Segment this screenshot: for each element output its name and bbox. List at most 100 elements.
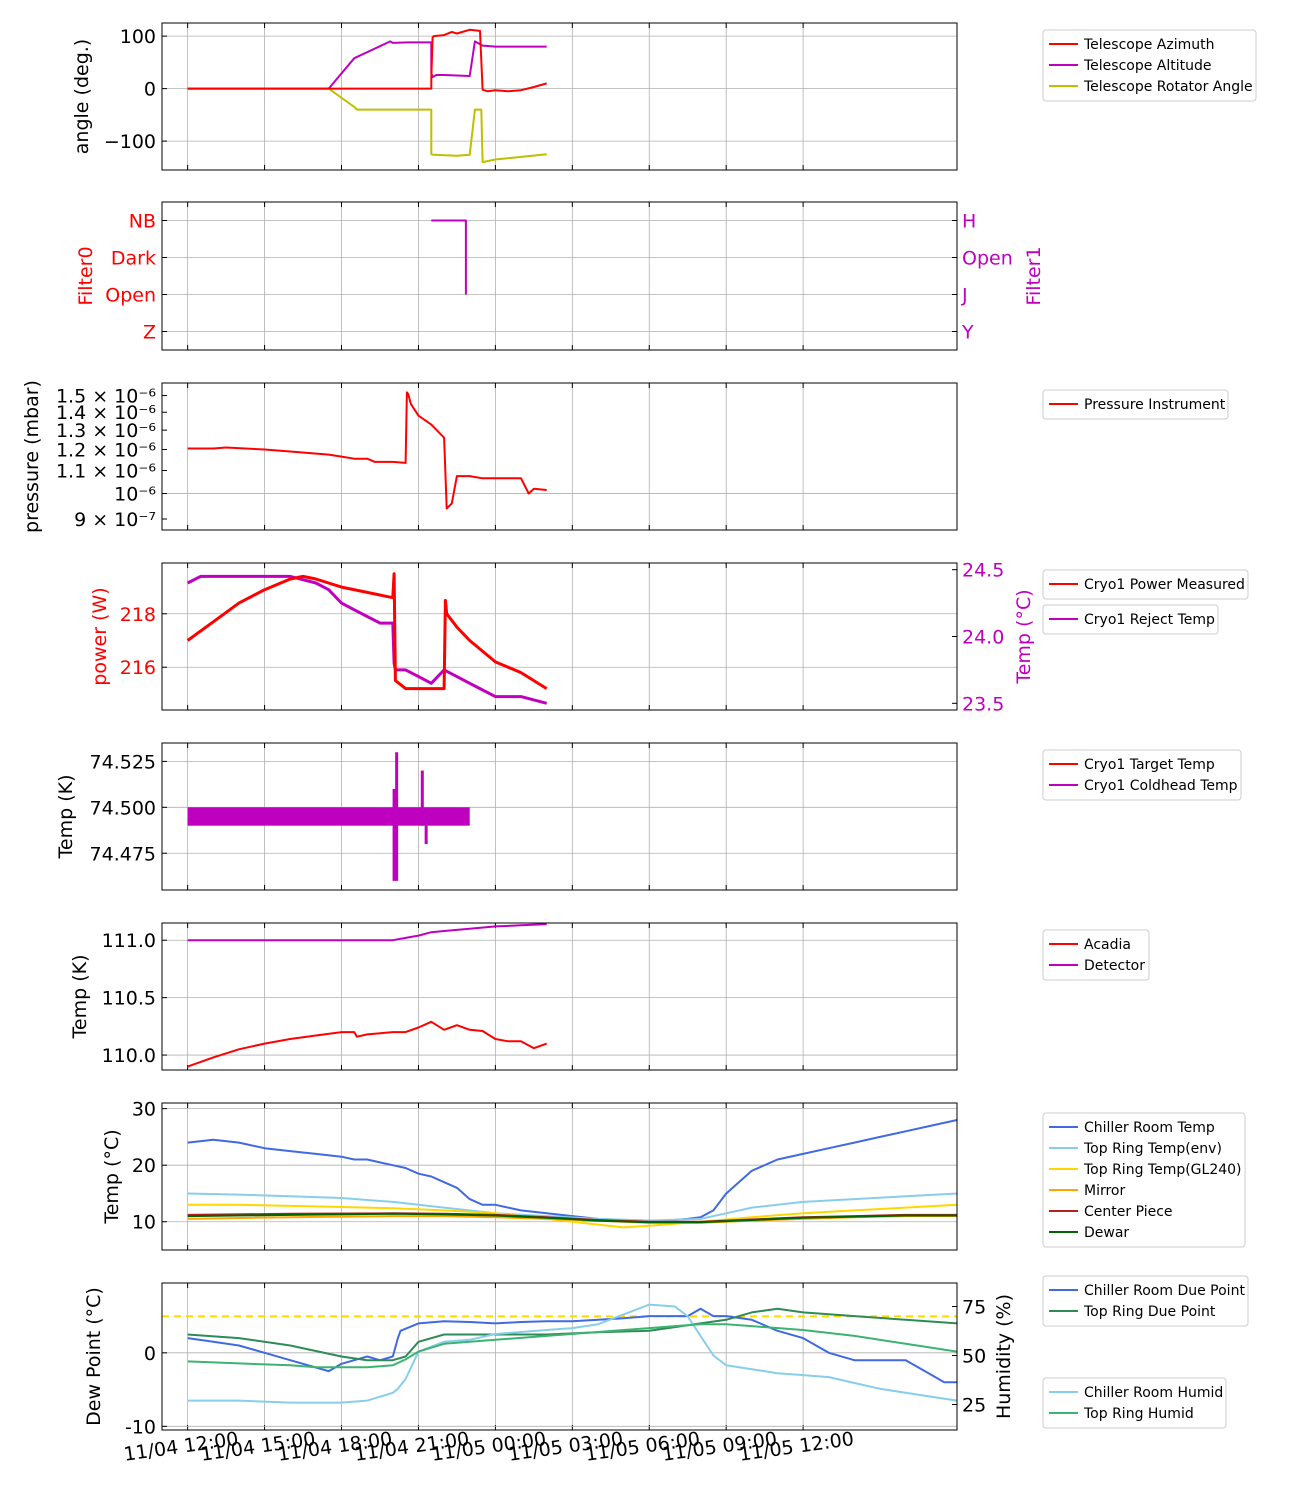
y-axis-label: Dew Point (°C) xyxy=(83,1287,105,1426)
y-tick-label: 1.4 × 10⁻⁶ xyxy=(56,402,156,424)
legend-label: Acadia xyxy=(1084,937,1131,953)
legend-label: Pressure Instrument xyxy=(1084,397,1226,413)
legend-label: Mirror xyxy=(1084,1183,1125,1199)
legend-label: Telescope Altitude xyxy=(1083,58,1212,74)
y-tick-label-right: 50 xyxy=(962,1346,986,1368)
pressure-line xyxy=(187,391,547,510)
legend-label: Top Ring Due Point xyxy=(1083,1304,1216,1320)
temp-line xyxy=(187,1192,958,1222)
temp-line xyxy=(187,1212,957,1224)
series-line xyxy=(187,1323,958,1369)
y-tick-label: 218 xyxy=(120,604,156,626)
plot-frame xyxy=(161,382,958,531)
plot-frame xyxy=(161,1282,958,1431)
y-tick-label-right: 23.5 xyxy=(962,693,1004,715)
y-tick-label: 10 xyxy=(132,1212,156,1234)
legend-box xyxy=(1042,569,1249,600)
y-tick-label: 0 xyxy=(144,79,156,101)
reject-temp-line xyxy=(186,574,548,705)
y-axis-label: pressure (mbar) xyxy=(21,380,43,533)
y-tick-label: 1.5 × 10⁻⁶ xyxy=(56,386,156,408)
legend-label: Telescope Rotator Angle xyxy=(1083,79,1253,95)
legend-label: Telescope Azimuth xyxy=(1083,37,1214,53)
panel-acadia-detector: 111.0 110.5 110.0 Temp (K) Acadia Detector xyxy=(69,922,1150,1071)
coldhead-band xyxy=(187,807,470,826)
y-tick-label: Dark xyxy=(111,248,156,270)
legend-box xyxy=(1042,29,1257,102)
legend-box xyxy=(1042,389,1229,420)
y-tick-label-right: 25 xyxy=(962,1395,986,1417)
y-axis-label-right: Humidity (%) xyxy=(993,1294,1015,1419)
plot-frame xyxy=(161,1102,958,1251)
legend-label: Cryo1 Coldhead Temp xyxy=(1084,778,1238,794)
series-line xyxy=(187,28,547,93)
legend-label: Detector xyxy=(1084,958,1145,974)
plot-frame xyxy=(161,22,958,171)
y-axis-label-right: Temp (°C) xyxy=(1013,589,1035,684)
legend-label: Dewar xyxy=(1084,1225,1129,1241)
y-tick-label: 74.475 xyxy=(90,843,156,865)
legend-box xyxy=(1042,749,1242,801)
y-tick-label-right: H xyxy=(962,211,976,233)
y-tick-label: 110.0 xyxy=(102,1045,156,1067)
legend-label: Center Piece xyxy=(1084,1204,1173,1220)
y-tick-label: 110.5 xyxy=(102,988,156,1010)
y-tick-label-right: Open xyxy=(962,248,1013,270)
panel-cryo-power: 218 216 24.5 24.0 23.5 power (W) Temp (°C) Cryo… xyxy=(89,560,1249,715)
legend-label: Chiller Room Due Point xyxy=(1084,1283,1245,1299)
series-line xyxy=(187,1303,958,1404)
plot-frame xyxy=(161,922,958,1071)
y-axis-label: angle (deg.) xyxy=(71,39,93,154)
y-tick-label-right: 24.0 xyxy=(962,627,1004,649)
power-line xyxy=(186,572,548,691)
y-tick-label: 10⁻⁶ xyxy=(114,484,156,506)
y-tick-label-right: Y xyxy=(961,322,974,344)
y-tick-label: 1.1 × 10⁻⁶ xyxy=(56,461,156,483)
y-tick-label: 111.0 xyxy=(102,930,156,952)
legend-label: Cryo1 Power Measured xyxy=(1084,577,1245,593)
legend-box xyxy=(1042,604,1219,635)
temp-line xyxy=(187,1119,958,1222)
y-tick-label: 1.2 × 10⁻⁶ xyxy=(56,439,156,461)
plot-frame xyxy=(161,742,958,891)
filter1-line xyxy=(431,219,467,295)
legend-box xyxy=(1042,1377,1227,1429)
legend-box xyxy=(1042,1275,1249,1327)
panel-filters: NB Dark Open Z H Open JY Filter0 Filter1 xyxy=(75,201,1045,351)
y-tick-label: 20 xyxy=(132,1155,156,1177)
legend-box xyxy=(1042,929,1150,981)
y-axis-label: Filter0 xyxy=(75,246,97,305)
y-axis-label: Temp (°C) xyxy=(101,1129,123,1224)
panel-telescope-angles: 100 0 −100 angle (deg.) Telescope Azimuth Tel… xyxy=(71,22,1257,171)
temp-line xyxy=(187,923,547,942)
legend-label: Top Ring Humid xyxy=(1083,1406,1194,1422)
y-tick-label: 0 xyxy=(144,1343,156,1365)
y-axis-label: power (W) xyxy=(89,587,111,685)
y-tick-label: 216 xyxy=(120,657,156,679)
panel-pressure: 1.5 × 10⁻⁶1.4 × 10⁻⁶1.3 × 10⁻⁶1.2 × 10⁻⁶… xyxy=(21,380,1229,533)
legend-box xyxy=(1042,1112,1246,1248)
temp-line xyxy=(187,1203,958,1229)
series-line xyxy=(187,1307,957,1384)
y-tick-label: -10 xyxy=(125,1416,156,1438)
y-tick-label: −100 xyxy=(104,131,156,153)
y-tick-label: Open xyxy=(105,285,156,307)
legend-label: Chiller Room Temp xyxy=(1084,1120,1215,1136)
panel-cryo-coldhead: 74.525 74.500 74.475 Temp (K) Cryo1 Target T… xyxy=(55,742,1242,891)
y-tick-label: 1.3 × 10⁻⁶ xyxy=(56,420,156,442)
y-axis-label: Temp (K) xyxy=(55,775,77,860)
y-tick-label: NB xyxy=(129,211,156,233)
series-line xyxy=(187,87,547,164)
legend-label: Chiller Room Humid xyxy=(1084,1385,1223,1401)
y-tick-label-right: J xyxy=(961,285,968,307)
plot-frame xyxy=(161,562,958,711)
temp-line xyxy=(187,1020,548,1068)
y-tick-label: 9 × 10⁻⁷ xyxy=(74,509,156,531)
y-tick-label: 100 xyxy=(120,26,156,48)
y-tick-label: 30 xyxy=(132,1099,156,1121)
y-axis-label: Temp (K) xyxy=(69,955,91,1040)
legend-label: Top Ring Temp(GL240) xyxy=(1083,1162,1242,1178)
y-axis-label-right: Filter1 xyxy=(1023,246,1045,305)
